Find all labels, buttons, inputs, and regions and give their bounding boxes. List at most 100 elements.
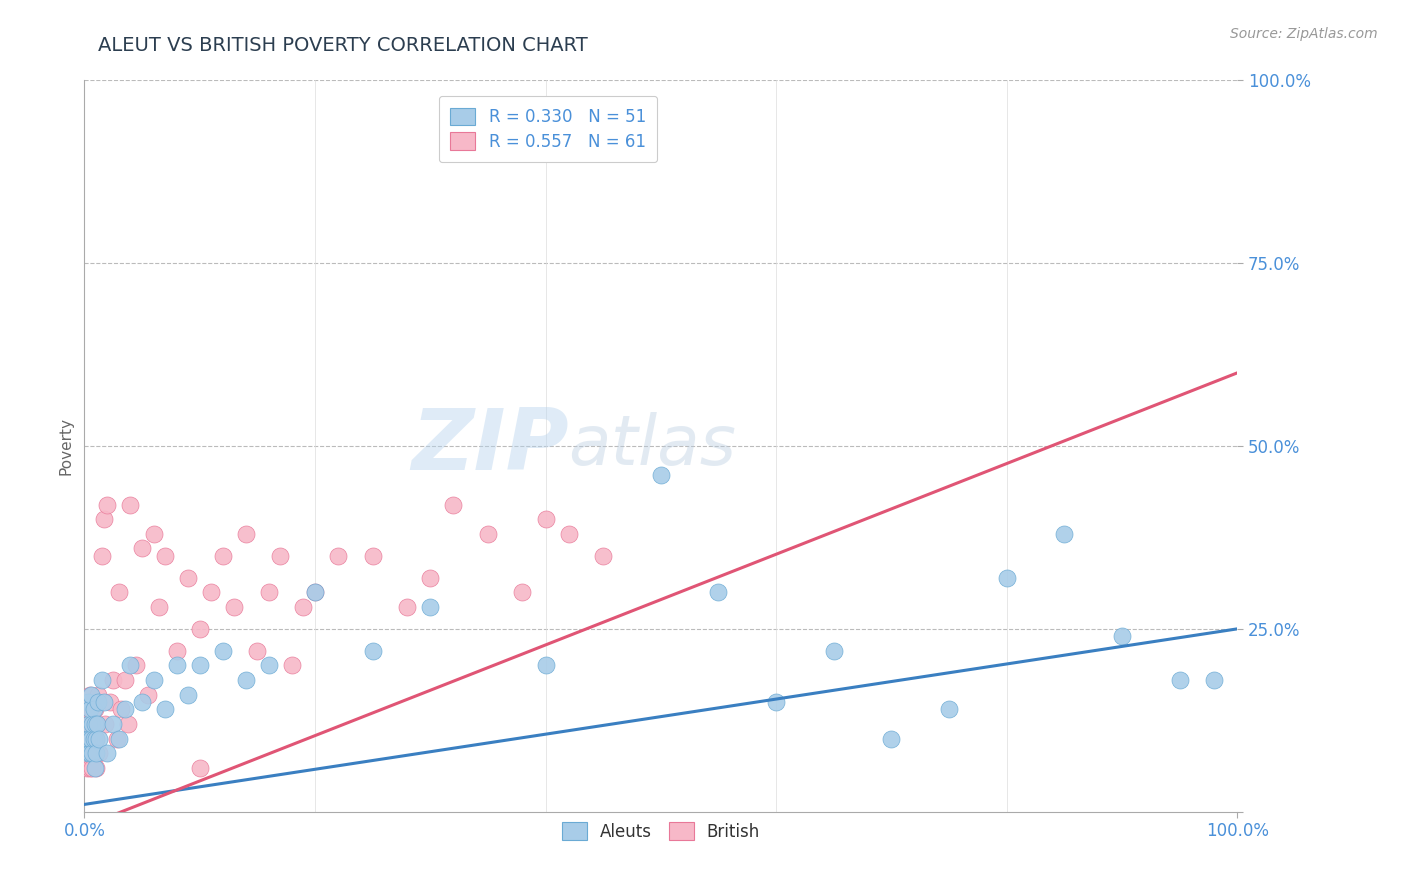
Point — [77, 717, 100, 731]
Point — [80, 746, 103, 760]
Point — [76, 761, 98, 775]
Point — [79, 761, 101, 775]
Text: atlas: atlas — [568, 412, 737, 480]
Point — [86, 717, 108, 731]
Point — [148, 599, 170, 614]
Point — [166, 644, 188, 658]
Legend: Aleuts, British: Aleuts, British — [555, 816, 766, 847]
Point — [103, 673, 124, 687]
Point — [823, 644, 845, 658]
Point — [96, 498, 118, 512]
Point — [188, 622, 211, 636]
Point — [76, 702, 98, 716]
Point — [77, 746, 100, 760]
Point — [82, 746, 104, 760]
Point — [136, 688, 159, 702]
Y-axis label: Poverty: Poverty — [58, 417, 73, 475]
Point — [419, 571, 441, 585]
Point — [83, 702, 105, 716]
Point — [292, 599, 315, 614]
Point — [79, 688, 101, 702]
Point — [257, 658, 280, 673]
Point — [326, 549, 349, 563]
Point — [76, 731, 98, 746]
Point — [120, 658, 142, 673]
Point — [1111, 629, 1133, 643]
Point — [82, 717, 104, 731]
Point — [441, 498, 464, 512]
Point — [93, 695, 115, 709]
Text: Source: ZipAtlas.com: Source: ZipAtlas.com — [1230, 27, 1378, 41]
Point — [419, 599, 441, 614]
Point — [361, 644, 384, 658]
Point — [200, 585, 222, 599]
Point — [80, 688, 103, 702]
Point — [166, 658, 188, 673]
Point — [396, 599, 419, 614]
Point — [120, 498, 142, 512]
Point — [108, 731, 131, 746]
Point — [79, 746, 101, 760]
Point — [87, 695, 110, 709]
Point — [246, 644, 269, 658]
Point — [76, 746, 98, 760]
Point — [84, 731, 107, 746]
Point — [534, 512, 557, 526]
Point — [103, 717, 124, 731]
Point — [131, 541, 153, 556]
Point — [153, 702, 176, 716]
Point — [304, 585, 326, 599]
Point — [83, 717, 105, 731]
Point — [938, 702, 960, 716]
Point — [153, 549, 176, 563]
Point — [90, 549, 112, 563]
Point — [110, 702, 132, 716]
Text: ALEUT VS BRITISH POVERTY CORRELATION CHART: ALEUT VS BRITISH POVERTY CORRELATION CHA… — [98, 36, 588, 54]
Point — [84, 761, 107, 775]
Point — [880, 731, 903, 746]
Point — [304, 585, 326, 599]
Point — [76, 731, 98, 746]
Point — [114, 702, 136, 716]
Point — [235, 673, 257, 687]
Point — [592, 549, 614, 563]
Point — [83, 746, 105, 760]
Point — [117, 717, 139, 731]
Point — [269, 549, 291, 563]
Point — [477, 526, 499, 541]
Point — [94, 717, 117, 731]
Point — [77, 731, 100, 746]
Point — [93, 512, 115, 526]
Point — [86, 717, 108, 731]
Point — [76, 695, 98, 709]
Point — [1053, 526, 1076, 541]
Point — [650, 468, 672, 483]
Point — [177, 571, 200, 585]
Point — [87, 688, 110, 702]
Point — [257, 585, 280, 599]
Point — [82, 702, 104, 716]
Point — [211, 644, 233, 658]
Point — [131, 695, 153, 709]
Point — [83, 702, 105, 716]
Point — [108, 585, 131, 599]
Text: ZIP: ZIP — [411, 404, 568, 488]
Point — [83, 761, 105, 775]
Point — [84, 731, 107, 746]
Point — [89, 746, 111, 760]
Point — [188, 658, 211, 673]
Point — [83, 731, 105, 746]
Point — [79, 702, 101, 716]
Point — [177, 688, 200, 702]
Point — [1168, 673, 1191, 687]
Point — [188, 761, 211, 775]
Point — [361, 549, 384, 563]
Point — [142, 526, 165, 541]
Point — [707, 585, 730, 599]
Point — [557, 526, 579, 541]
Point — [98, 695, 121, 709]
Point — [84, 746, 107, 760]
Point — [995, 571, 1018, 585]
Point — [1204, 673, 1226, 687]
Point — [80, 717, 103, 731]
